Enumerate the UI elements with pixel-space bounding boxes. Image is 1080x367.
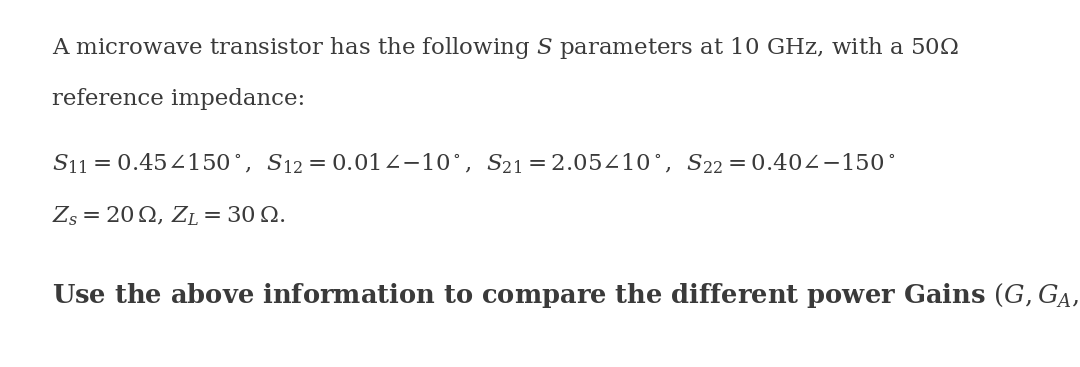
Text: A microwave transistor has the following $S$ parameters at 10 GHz, with a 50Ω: A microwave transistor has the following…	[52, 35, 959, 61]
Text: $Z_s = 20\,\Omega$, $Z_L = 30\,\Omega$.: $Z_s = 20\,\Omega$, $Z_L = 30\,\Omega$.	[52, 205, 285, 228]
Text: $S_{11} = 0.45\angle 150^\circ$,  $S_{12} = 0.01\angle {-}10^\circ$,  $S_{21} = : $S_{11} = 0.45\angle 150^\circ$, $S_{12}…	[52, 151, 895, 176]
Text: Use the above information to compare the different power Gains $(G, G_A, G_T)$: Use the above information to compare the…	[52, 281, 1080, 310]
Text: reference impedance:: reference impedance:	[52, 88, 305, 110]
